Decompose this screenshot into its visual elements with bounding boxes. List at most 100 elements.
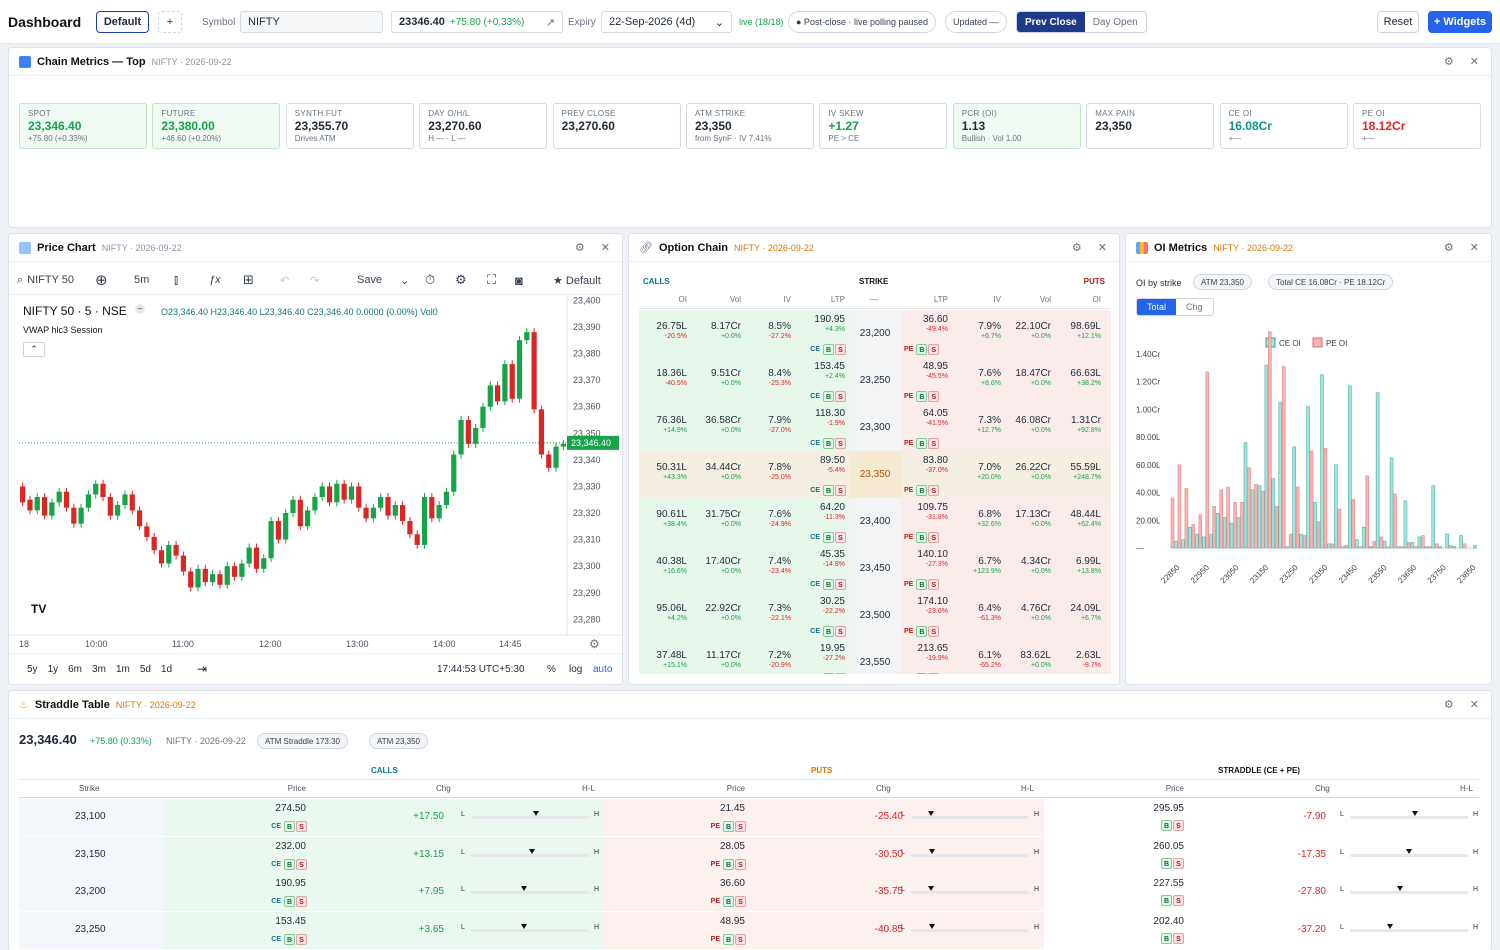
buy-button[interactable]: B [723, 896, 734, 907]
sell-button[interactable]: S [928, 532, 940, 543]
add-layout-button[interactable]: + [158, 11, 182, 33]
candle-type-icon[interactable]: ⫾ [174, 272, 179, 287]
buy-button[interactable]: B [284, 933, 295, 945]
buy-button[interactable]: B [1161, 895, 1172, 906]
sell-button[interactable]: S [835, 673, 846, 674]
buy-button[interactable]: B [916, 579, 928, 590]
buy-button[interactable]: B [823, 344, 834, 355]
buy-button[interactable]: B [284, 896, 295, 907]
sell-button[interactable]: S [735, 821, 746, 832]
sell-button[interactable]: S [928, 438, 940, 449]
sell-button[interactable]: S [928, 485, 940, 496]
settings-icon[interactable]: ⚙ [574, 242, 585, 254]
buy-button[interactable]: B [1161, 932, 1172, 944]
compare-add-icon[interactable]: ⊕ [95, 272, 108, 289]
prev-close-toggle[interactable]: Prev Close [1017, 12, 1085, 32]
sell-button[interactable]: S [296, 896, 307, 907]
chart-settings-icon[interactable]: ⚙ [589, 637, 600, 651]
layout-template-button[interactable]: ★ Default [553, 274, 601, 287]
buy-button[interactable]: B [723, 858, 734, 870]
range-button-5y[interactable]: 5y [27, 664, 38, 675]
reset-button[interactable]: Reset [1377, 11, 1419, 33]
close-icon[interactable]: ✕ [1097, 242, 1107, 254]
sell-button[interactable]: S [835, 438, 846, 449]
sell-button[interactable]: S [928, 344, 940, 355]
sell-button[interactable]: S [835, 344, 846, 355]
sell-button[interactable]: S [928, 673, 940, 674]
buy-button[interactable]: B [284, 858, 295, 870]
log-toggle[interactable]: log [569, 664, 583, 675]
buy-button[interactable]: B [916, 532, 928, 543]
buy-button[interactable]: B [916, 485, 928, 496]
range-button-1m[interactable]: 1m [115, 664, 130, 675]
range-button-5d[interactable]: 5d [139, 664, 151, 675]
buy-button[interactable]: B [823, 532, 834, 543]
sell-button[interactable]: S [735, 896, 746, 907]
close-icon[interactable]: ✕ [1469, 56, 1479, 68]
buy-button[interactable]: B [916, 344, 928, 355]
buy-button[interactable]: B [284, 821, 295, 832]
buy-button[interactable]: B [916, 673, 928, 674]
undo-icon[interactable]: ↶ [280, 274, 290, 287]
sell-button[interactable]: S [735, 933, 746, 945]
range-button-1y[interactable]: 1y [47, 664, 59, 675]
camera-icon[interactable]: ◙ [515, 272, 523, 288]
sell-button[interactable]: S [735, 858, 746, 870]
range-button-3m[interactable]: 3m [92, 664, 106, 675]
buy-button[interactable]: B [916, 626, 928, 637]
sell-button[interactable]: S [1173, 820, 1184, 831]
sell-button[interactable]: S [296, 933, 307, 945]
day-open-toggle[interactable]: Day Open [1092, 16, 1138, 28]
symbol-input[interactable]: NIFTY [240, 11, 383, 33]
symbol-search[interactable]: ⌕ NIFTY 50 [17, 266, 74, 294]
save-menu-chevron-icon[interactable]: ⌄ [400, 274, 410, 287]
sell-button[interactable]: S [1173, 857, 1184, 869]
sell-button[interactable]: S [1173, 932, 1184, 944]
settings-icon[interactable]: ⚙ [1443, 242, 1454, 254]
sell-button[interactable]: S [835, 626, 846, 637]
buy-button[interactable]: B [916, 438, 928, 449]
buy-button[interactable]: B [1161, 820, 1172, 831]
indicators-icon[interactable]: ƒx [209, 274, 221, 286]
save-button[interactable]: Save [357, 274, 383, 286]
auto-toggle[interactable]: auto [593, 664, 613, 675]
close-icon[interactable]: ✕ [600, 242, 610, 254]
close-icon[interactable]: ✕ [1469, 699, 1479, 711]
sell-button[interactable]: S [296, 821, 307, 832]
buy-button[interactable]: B [723, 933, 734, 945]
tab-total[interactable]: Total [1137, 299, 1177, 315]
goto-date-icon[interactable]: ⇥ [197, 662, 208, 676]
expiry-select[interactable]: 22-Sep-2026 (4d) ⌄ [601, 11, 732, 33]
candlestick-chart[interactable]: 23,40023,39023,38023,37023,36023,35023,3… [9, 295, 623, 667]
buy-button[interactable]: B [823, 626, 834, 637]
range-button-1d[interactable]: 1d [160, 664, 173, 675]
alert-icon[interactable]: ⏱ [425, 272, 436, 287]
sell-button[interactable]: S [928, 391, 940, 402]
sell-button[interactable]: S [835, 485, 846, 496]
sell-button[interactable]: S [835, 579, 846, 590]
collapse-icon[interactable]: ⌃ [23, 342, 45, 357]
fullscreen-icon[interactable]: ⛶ [487, 272, 497, 287]
redo-icon[interactable]: ↷ [310, 274, 320, 287]
buy-button[interactable]: B [823, 438, 834, 449]
sell-button[interactable]: S [928, 626, 940, 637]
sell-button[interactable]: S [835, 391, 846, 402]
buy-button[interactable]: B [823, 579, 834, 590]
layout-default-button[interactable]: Default [96, 11, 149, 33]
range-button-6m[interactable]: 6m [68, 664, 83, 675]
hide-legend-icon[interactable]: – [135, 304, 145, 314]
buy-button[interactable]: B [723, 821, 734, 832]
interval-button[interactable]: 5m [134, 274, 150, 286]
settings-icon[interactable]: ⚙ [1071, 242, 1082, 254]
buy-button[interactable]: B [1161, 857, 1172, 869]
buy-button[interactable]: B [916, 391, 928, 402]
sell-button[interactable]: S [1173, 895, 1184, 906]
templates-icon[interactable]: ⊞ [243, 272, 254, 287]
buy-button[interactable]: B [823, 391, 834, 402]
close-icon[interactable]: ✕ [1469, 242, 1479, 254]
settings-icon[interactable]: ⚙ [1443, 699, 1454, 711]
tab-chg[interactable]: Chg [1186, 302, 1203, 312]
sell-button[interactable]: S [928, 579, 940, 590]
settings-icon[interactable]: ⚙ [1443, 56, 1454, 68]
buy-button[interactable]: B [823, 673, 834, 674]
